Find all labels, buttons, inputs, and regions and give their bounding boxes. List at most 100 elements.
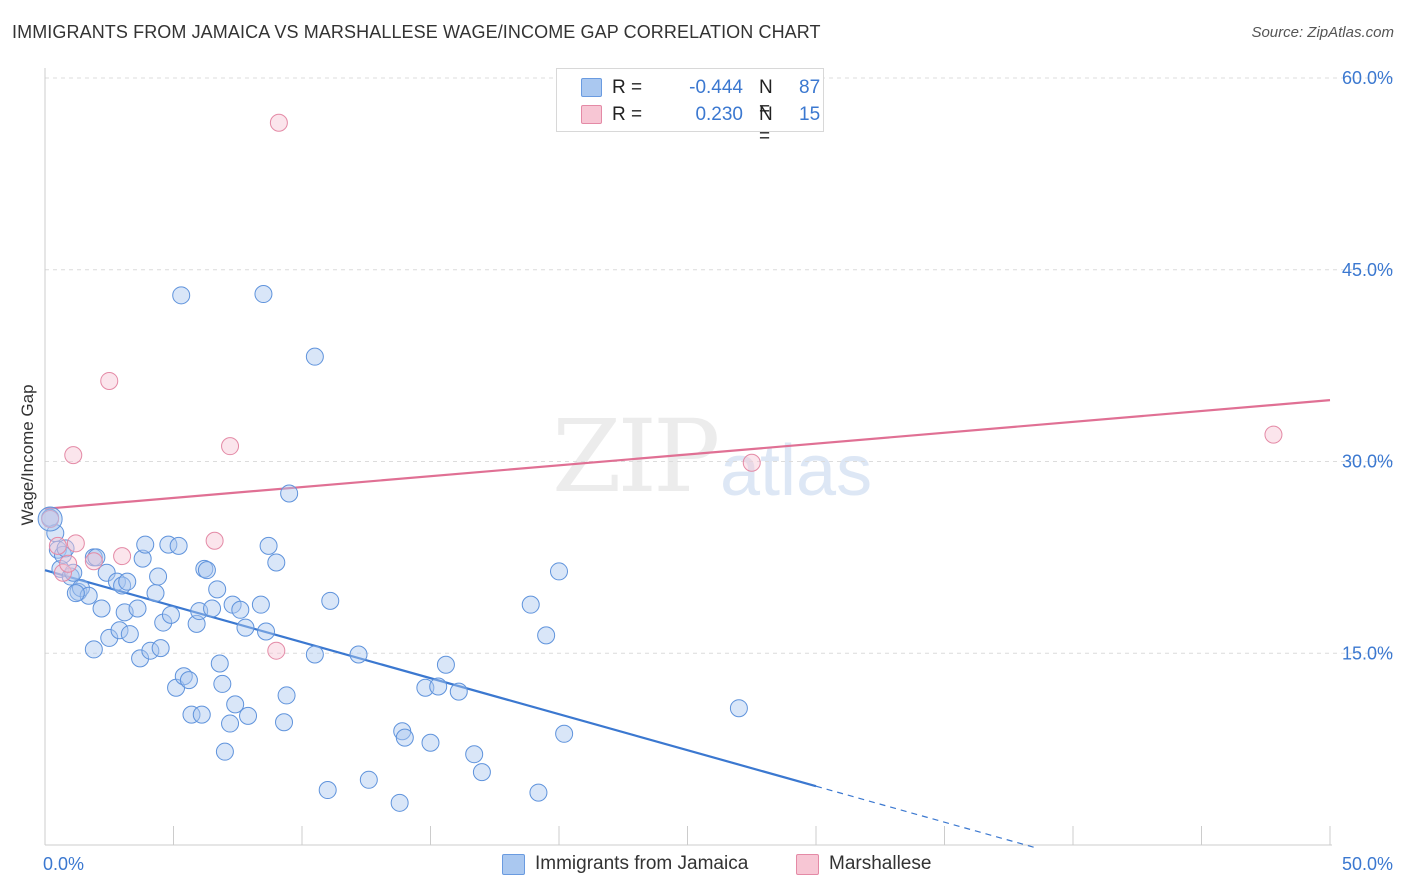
legend-n-value: 15	[799, 104, 821, 125]
point-marshallese	[1264, 425, 1283, 444]
point-jamaica	[275, 713, 294, 732]
point-jamaica	[146, 584, 165, 603]
point-jamaica	[267, 553, 286, 572]
point-jamaica	[213, 674, 232, 693]
point-jamaica	[203, 599, 222, 618]
point-marshallese	[113, 547, 132, 566]
x-tick-label: 50.0%	[1342, 854, 1393, 874]
point-jamaica	[226, 695, 245, 714]
trend-line-marshallese	[44, 399, 1331, 510]
point-jamaica	[221, 714, 240, 733]
watermark-zip: ZIP	[552, 398, 720, 515]
point-jamaica	[537, 626, 556, 645]
point-jamaica	[48, 540, 67, 559]
point-jamaica	[280, 484, 299, 503]
point-jamaica	[231, 600, 250, 619]
point-jamaica	[182, 705, 201, 724]
point-jamaica	[429, 677, 448, 696]
point-marshallese	[205, 531, 224, 550]
legend-r-label: R =	[612, 77, 643, 98]
point-jamaica	[66, 584, 85, 603]
y-tick-label: 30.0%	[1342, 452, 1393, 472]
legend-r-value: -0.444	[689, 77, 743, 98]
point-jamaica	[154, 613, 173, 632]
point-jamaica	[257, 622, 276, 641]
point-jamaica	[215, 742, 234, 761]
point-jamaica	[133, 549, 152, 568]
chart-title: IMMIGRANTS FROM JAMAICA VS MARSHALLESE W…	[12, 22, 821, 42]
point-jamaica	[131, 649, 150, 668]
point-jamaica	[421, 733, 440, 752]
point-jamaica	[161, 605, 180, 624]
point-jamaica	[305, 347, 324, 366]
point-jamaica	[254, 285, 273, 304]
correlation-legend: R = -0.444 N = 87 R = 0.230 N = 15	[556, 68, 824, 147]
point-jamaica	[172, 286, 191, 305]
data-points	[37, 113, 1283, 812]
trend-line-jamaica-extrapolated	[815, 785, 1035, 848]
point-marshallese	[100, 371, 119, 390]
point-marshallese	[48, 536, 67, 555]
point-jamaica	[169, 536, 188, 555]
point-jamaica	[136, 535, 155, 554]
point-jamaica	[251, 595, 270, 614]
point-jamaica	[349, 645, 368, 664]
point-jamaica	[141, 641, 160, 660]
legend-swatch-marshallese	[581, 105, 602, 124]
y-tick-label: 60.0%	[1342, 68, 1393, 88]
tick-labels: 15.0% 30.0% 45.0% 60.0% 0.0% 50.0%	[43, 68, 1393, 874]
bottom-legend-label-marshallese: Marshallese	[829, 853, 932, 874]
point-jamaica	[729, 699, 748, 718]
point-jamaica	[259, 536, 278, 555]
bottom-legend-swatch-marshallese	[796, 854, 819, 875]
point-jamaica	[84, 640, 103, 659]
legend-r-label: R =	[612, 104, 643, 125]
point-jamaica	[305, 645, 324, 664]
y-tick-label: 45.0%	[1342, 260, 1393, 280]
point-jamaica	[71, 579, 90, 598]
point-jamaica	[416, 678, 435, 697]
gridlines	[45, 77, 1395, 654]
legend-r-value: 0.230	[695, 104, 743, 125]
point-jamaica	[321, 591, 340, 610]
y-tick-label: 15.0%	[1342, 643, 1393, 663]
point-jamaica	[100, 628, 119, 647]
point-jamaica	[197, 561, 216, 580]
point-jamaica	[97, 563, 116, 582]
point-jamaica	[436, 655, 455, 674]
point-jamaica	[239, 706, 258, 725]
point-jamaica	[110, 621, 129, 640]
point-jamaica	[120, 625, 139, 644]
bottom-legend-label-jamaica: Immigrants from Jamaica	[535, 853, 749, 874]
legend-n-label: N =	[759, 104, 773, 147]
point-jamaica	[449, 682, 468, 701]
point-jamaica	[550, 562, 568, 581]
point-marshallese	[59, 554, 78, 573]
point-jamaica	[555, 724, 574, 743]
point-jamaica	[179, 671, 198, 690]
point-jamaica	[118, 572, 137, 591]
x-tick-label: 0.0%	[43, 854, 84, 874]
trend-line-jamaica	[44, 569, 817, 788]
point-jamaica	[210, 654, 229, 673]
point-jamaica	[92, 599, 111, 618]
point-marshallese	[267, 641, 286, 660]
point-jamaica	[359, 770, 378, 789]
trend-lines	[44, 399, 1331, 848]
point-jamaica	[465, 745, 484, 764]
point-jamaica	[390, 793, 409, 812]
point-marshallese	[269, 113, 288, 132]
point-jamaica	[395, 728, 414, 747]
point-jamaica	[236, 618, 255, 637]
source-note: Source: ZipAtlas.com	[1251, 24, 1394, 41]
legend-n-label: N =	[759, 77, 773, 120]
point-jamaica	[277, 686, 296, 705]
point-jamaica	[318, 781, 337, 800]
point-jamaica	[64, 563, 83, 582]
point-marshallese	[53, 563, 72, 582]
y-axis-label: Wage/Income Gap	[18, 384, 37, 526]
legend-n-value: 87	[799, 77, 821, 98]
point-marshallese	[742, 453, 761, 472]
axes	[44, 68, 1332, 846]
